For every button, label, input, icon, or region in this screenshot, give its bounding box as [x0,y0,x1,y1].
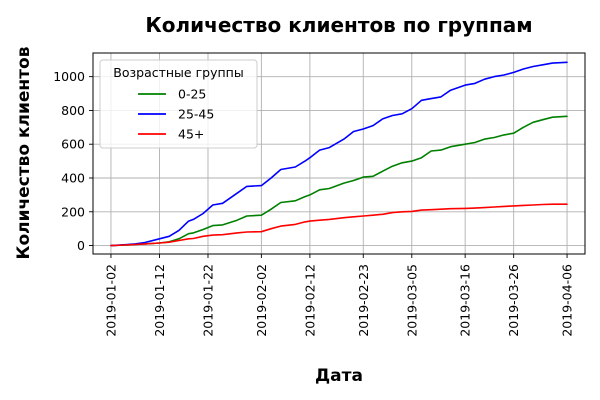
x-tick-label: 2019-01-22 [200,264,215,337]
x-tick-label: 2019-02-12 [302,264,317,337]
y-tick-label: 600 [61,137,85,152]
series-line-25-45 [110,61,568,247]
series-line-0-25 [110,115,568,247]
series-line-45+ [110,203,568,247]
x-axis-label: Дата [315,366,363,386]
x-tick-label: 2019-03-05 [404,264,419,337]
y-tick-label: 1000 [53,69,85,84]
x-tick-label: 2019-02-02 [254,264,269,337]
x-tick-label: 2019-03-26 [506,264,521,337]
chart-title: Количество клиентов по группам [145,13,532,37]
x-tick-label: 2019-04-06 [560,264,575,337]
x-tick-label: 2019-01-12 [152,264,167,337]
y-axis-label: Количество клиентов [14,46,34,259]
x-tick-label: 2019-01-02 [103,264,118,337]
x-tick-label: 2019-02-23 [356,264,371,337]
y-tick-label: 400 [61,170,85,185]
legend-box [99,59,258,149]
legend-label: 45+ [178,127,204,142]
legend-label: 25-45 [178,107,214,122]
y-tick-label: 0 [77,238,85,253]
legend: Возрастные группы 0-25 25-45 45+ [99,59,258,149]
series-group [110,61,568,247]
axis-ticks: 0 200 400 600 800 1000 2019-01-02 2019-01-12 201… [53,69,574,337]
x-tick-label: 2019-03-16 [458,264,473,337]
y-tick-label: 200 [61,204,85,219]
plot-frame [92,52,586,255]
legend-title: Возрастные группы [113,65,243,80]
legend-label: 0-25 [178,87,206,102]
y-tick-label: 800 [61,103,85,118]
